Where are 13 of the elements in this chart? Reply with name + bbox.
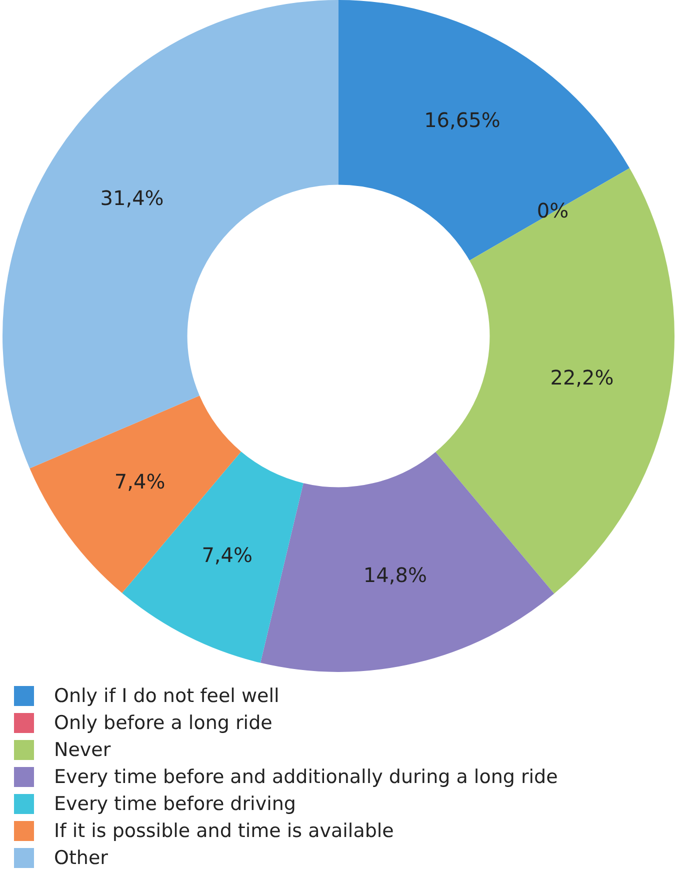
data-label: 7,4%: [114, 469, 166, 494]
legend-label: Other: [54, 846, 108, 868]
data-label: 14,8%: [363, 562, 427, 587]
legend-label: Never: [54, 738, 111, 760]
data-label: 7,4%: [202, 542, 253, 567]
data-label: 16,65%: [424, 108, 500, 132]
legend-label: Every time before driving: [54, 792, 296, 814]
legend-label: Every time before and additionally during a long ride: [54, 766, 558, 788]
legend-label: Only before a long ride: [54, 712, 272, 734]
legend-label: If it is possible and time is available: [54, 820, 394, 842]
data-label: 31,4%: [100, 186, 164, 210]
data-label: 22,2%: [550, 365, 614, 390]
legend-label: Only if I do not feel well: [54, 684, 280, 706]
